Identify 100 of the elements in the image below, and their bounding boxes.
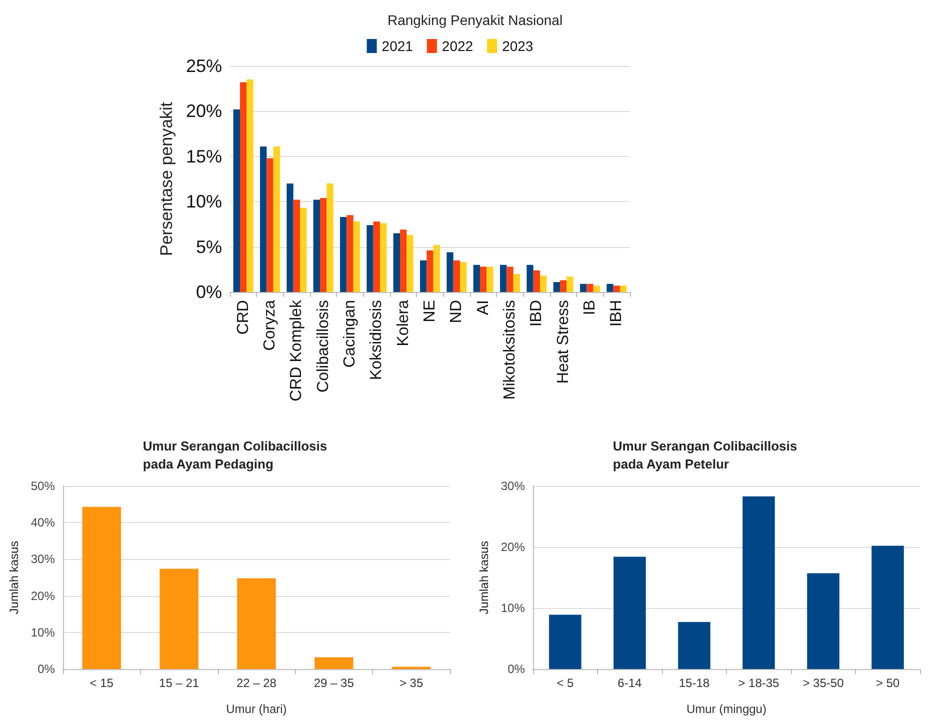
- bar: [566, 276, 574, 292]
- bar: [373, 221, 380, 292]
- x-tick-label: IB: [582, 300, 598, 316]
- x-tick-label: Colibacillosis: [314, 300, 332, 392]
- bar: [266, 158, 274, 292]
- bar: [560, 280, 567, 292]
- x-tick-label: AI: [474, 300, 492, 316]
- bar: [593, 286, 600, 292]
- bar: [300, 208, 307, 292]
- x-tick-label: ND: [448, 300, 466, 324]
- bar: [553, 282, 560, 292]
- y-tick-label: 20%: [500, 540, 526, 554]
- y-axis-title: Jumlah kasus: [7, 540, 21, 614]
- bar: [678, 622, 710, 669]
- x-tick-label: > 50: [876, 676, 900, 690]
- y-tick-label: 50%: [30, 479, 56, 493]
- bar: [314, 657, 354, 669]
- bar: [353, 221, 360, 292]
- y-axis-title: Jumlah kasus: [477, 540, 491, 614]
- bar: [393, 233, 400, 292]
- bar: [473, 264, 480, 292]
- bar: [506, 266, 514, 292]
- bar: [240, 82, 247, 292]
- y-tick-label: 40%: [30, 516, 56, 530]
- bar: [526, 264, 534, 292]
- legend-label: 2022: [442, 38, 474, 54]
- bar: [433, 244, 440, 292]
- x-tick-label: > 35: [399, 676, 424, 690]
- x-tick-label: Cacingan: [342, 300, 358, 368]
- bar: [237, 578, 276, 669]
- bar: [346, 215, 354, 292]
- y-tick-label: 0%: [196, 282, 222, 302]
- x-tick-label: 29 – 35: [314, 676, 354, 690]
- x-tick-label: 15 – 21: [159, 676, 200, 690]
- bar: [426, 250, 434, 292]
- bar: [246, 80, 254, 292]
- x-tick-label: > 18-35: [738, 676, 780, 690]
- bar: [586, 284, 594, 292]
- bar: [380, 223, 387, 292]
- x-tick-label: < 15: [90, 676, 114, 690]
- legend-label: 2023: [502, 38, 534, 54]
- bar: [533, 270, 540, 292]
- x-axis-title: Umur (minggu): [686, 702, 766, 716]
- bar: [742, 496, 775, 669]
- bar: [366, 225, 374, 292]
- bar: [620, 286, 627, 292]
- x-tick-label: Kolera: [394, 300, 412, 346]
- chart-title: Umur Serangan Colibacillosis pada Ayam Petelur: [612, 438, 798, 472]
- y-tick-label: 0%: [38, 662, 56, 676]
- bar: [233, 109, 240, 292]
- y-tick-label: 20%: [30, 588, 56, 603]
- bar: [606, 284, 614, 292]
- x-tick-label: Koksidiosis: [368, 300, 386, 380]
- x-tick-label: CRD Komplek: [288, 299, 306, 402]
- bar: [446, 252, 454, 292]
- bar: [540, 276, 547, 292]
- bar: [260, 146, 267, 292]
- bar: [420, 260, 427, 292]
- x-tick-label: IBH: [608, 300, 626, 327]
- bar: [320, 198, 327, 292]
- bar: [273, 146, 280, 292]
- bar: [340, 216, 347, 292]
- bar: [872, 546, 904, 669]
- y-tick-label: 10%: [186, 192, 222, 212]
- y-tick-label: 30%: [30, 552, 56, 566]
- bar: [406, 235, 414, 292]
- x-tick-label: IBD: [528, 300, 546, 327]
- bar: [293, 200, 300, 292]
- y-tick-label: 5%: [196, 236, 222, 257]
- x-tick-label: 22 – 28: [236, 676, 277, 690]
- x-tick-label: > 35-50: [802, 676, 844, 690]
- y-tick-label: 10%: [500, 601, 526, 615]
- bar: [313, 200, 320, 292]
- chart-title: Rangking Penyakit Nasional: [387, 12, 563, 28]
- bar: [513, 274, 520, 292]
- bar: [82, 506, 121, 669]
- bar: [614, 556, 646, 669]
- bar: [160, 568, 198, 669]
- bar: [400, 230, 407, 292]
- x-tick-label: CRD: [234, 300, 252, 335]
- bar: [480, 266, 487, 292]
- x-tick-label: 6-14: [618, 676, 642, 690]
- y-tick-label: 25%: [186, 56, 222, 76]
- y-tick-label: 15%: [186, 146, 222, 166]
- bar: [549, 614, 582, 669]
- chart-title: Umur Serangan Colibacillosis pada Ayam Pedaging: [142, 438, 328, 472]
- y-tick-label: 0%: [508, 662, 526, 676]
- x-tick-label: Coryza: [262, 300, 278, 351]
- bar: [613, 286, 620, 292]
- y-tick-label: 30%: [500, 479, 526, 493]
- bar: [500, 264, 507, 292]
- y-axis-title: Persentase penyakit: [157, 102, 176, 256]
- bar: [326, 184, 334, 292]
- bar: [286, 184, 294, 292]
- y-tick-label: 10%: [30, 625, 56, 640]
- x-tick-label: NE: [422, 300, 438, 322]
- y-tick-label: 20%: [186, 101, 222, 122]
- x-tick-label: < 5: [556, 676, 574, 690]
- x-axis-title: Umur (hari): [226, 702, 287, 716]
- bar: [580, 284, 587, 292]
